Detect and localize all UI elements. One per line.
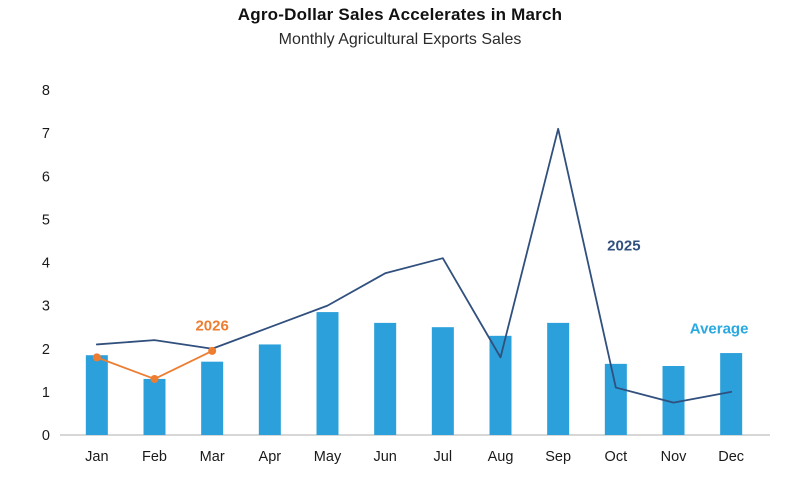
x-tick-label: Apr (259, 449, 282, 465)
y-tick-label: 1 (42, 385, 50, 401)
x-tick-label: Aug (488, 449, 514, 465)
bar-Aug (489, 335, 512, 435)
y-tick-label: 4 (42, 256, 50, 272)
bar-Apr (258, 344, 281, 435)
line-2025 (95, 127, 733, 404)
marker-2026 (208, 346, 217, 355)
x-tick-label: May (314, 449, 342, 465)
bar-Jun (374, 322, 397, 435)
y-tick-label: 7 (42, 126, 50, 142)
annotation-Average: Average (690, 321, 749, 338)
x-tick-label: Oct (605, 449, 628, 465)
x-tick-label: Sep (545, 449, 571, 465)
bar-Nov (662, 366, 685, 435)
bar-May (316, 312, 339, 435)
line-2026 (95, 350, 214, 380)
x-tick-label: Feb (142, 449, 167, 465)
x-tick-label: Jun (373, 449, 396, 465)
y-tick-label: 5 (42, 212, 50, 228)
bar-Jan (85, 355, 108, 435)
marker-2026 (150, 374, 159, 383)
bar-Mar (201, 361, 224, 435)
y-tick-label: 6 (42, 169, 50, 185)
x-tick-label: Nov (661, 449, 688, 465)
x-tick-label: Jan (85, 449, 108, 465)
y-tick-label: 8 (42, 83, 50, 99)
bar-Dec (720, 353, 743, 435)
x-tick-label: Dec (718, 449, 744, 465)
marker-2026 (92, 353, 101, 362)
y-tick-label: 0 (42, 428, 50, 444)
bar-Jul (431, 327, 454, 435)
annotation-2025: 2025 (607, 237, 640, 254)
bar-Sep (547, 322, 570, 435)
x-tick-label: Mar (200, 449, 225, 465)
annotation-2026: 2026 (195, 318, 228, 335)
chart-title: Agro-Dollar Sales Accelerates in March (237, 5, 563, 24)
x-tick-label: Jul (434, 449, 453, 465)
bar-Oct (604, 363, 627, 435)
y-tick-label: 3 (42, 299, 50, 315)
bar-Feb (143, 378, 166, 435)
y-tick-label: 2 (42, 342, 50, 358)
chart-subtitle: Monthly Agricultural Exports Sales (278, 31, 522, 48)
